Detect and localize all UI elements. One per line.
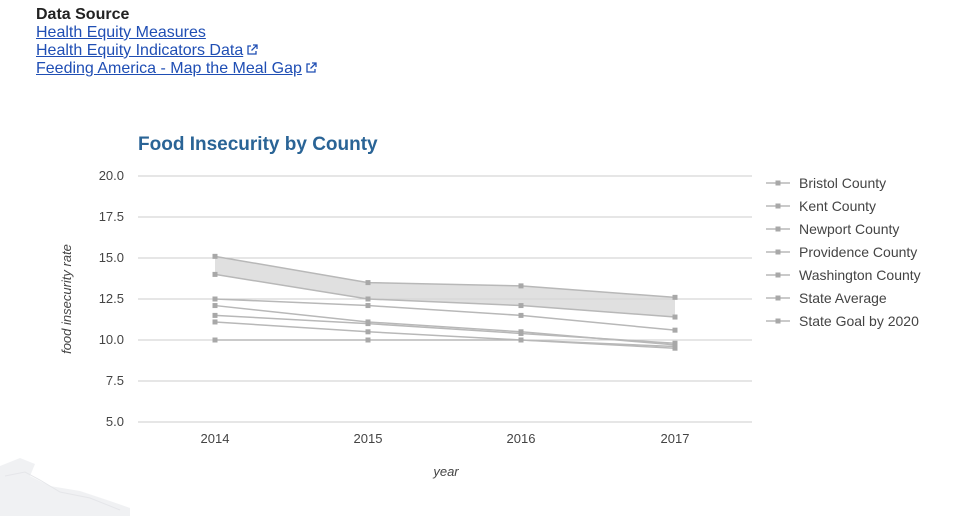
data-point[interactable] <box>212 319 218 325</box>
series-line <box>214 255 676 299</box>
external-link-icon <box>306 62 317 73</box>
data-source-heading: Data Source <box>36 6 130 23</box>
y-tick-label: 15.0 <box>99 250 124 265</box>
legend-swatch-marker <box>775 226 781 232</box>
y-tick-label: 12.5 <box>99 291 124 306</box>
health-equity-indicators-link[interactable]: Health Equity Indicators Data <box>36 42 317 60</box>
data-point[interactable] <box>212 337 218 343</box>
data-point[interactable] <box>518 283 524 289</box>
data-point[interactable] <box>672 344 678 350</box>
data-point[interactable] <box>212 296 218 302</box>
data-point[interactable] <box>365 303 371 309</box>
legend-label: Washington County <box>799 267 921 283</box>
legend-label: Providence County <box>799 244 917 260</box>
series-washington-county[interactable] <box>212 337 678 350</box>
feeding-america-link[interactable]: Feeding America - Map the Meal Gap <box>36 60 317 78</box>
legend-label: Newport County <box>799 221 899 237</box>
x-tick-label: 2015 <box>354 431 383 446</box>
data-point[interactable] <box>365 337 371 343</box>
data-point[interactable] <box>212 271 218 277</box>
x-axis-label: year <box>432 464 459 479</box>
legend-label: Bristol County <box>799 175 886 191</box>
data-point[interactable] <box>365 329 371 335</box>
data-point[interactable] <box>518 312 524 318</box>
legend-swatch-marker <box>775 249 781 255</box>
y-axis-label: food insecurity rate <box>59 244 74 354</box>
legend-swatch-marker <box>775 203 781 209</box>
legend-swatch-marker <box>775 295 781 301</box>
series-line <box>214 321 676 349</box>
series-newport-county[interactable] <box>212 312 678 346</box>
data-point[interactable] <box>212 253 218 259</box>
legend-swatch-marker <box>775 272 781 278</box>
legend-item[interactable]: State Average <box>766 290 887 306</box>
external-link-icon <box>247 44 258 55</box>
chart-title: Food Insecurity by County <box>138 134 378 155</box>
data-point[interactable] <box>518 337 524 343</box>
health-equity-measures-link[interactable]: Health Equity Measures <box>36 24 206 41</box>
legend-item[interactable]: Kent County <box>766 198 876 214</box>
series-line <box>214 298 676 331</box>
y-tick-label: 17.5 <box>99 209 124 224</box>
legend-label: State Goal by 2020 <box>799 313 919 329</box>
legend-item[interactable]: Washington County <box>766 267 921 283</box>
background-texture <box>0 458 130 516</box>
data-point[interactable] <box>518 330 524 336</box>
legend-item[interactable]: Bristol County <box>766 175 886 191</box>
series-state-average[interactable] <box>212 271 678 320</box>
series-line <box>215 339 676 348</box>
y-tick-label: 10.0 <box>99 332 124 347</box>
legend-swatch-marker <box>775 318 781 324</box>
data-source-section: Data Source Health Equity Measures Healt… <box>36 6 317 78</box>
data-point[interactable] <box>365 296 371 302</box>
legend-label: Kent County <box>799 198 876 214</box>
legend-swatch-marker <box>775 180 781 186</box>
series-state-goal-by-2020[interactable] <box>212 296 678 333</box>
data-point[interactable] <box>672 294 678 300</box>
data-point[interactable] <box>212 312 218 318</box>
series-providence-county[interactable] <box>212 253 678 300</box>
legend-label: State Average <box>799 290 887 306</box>
y-tick-label: 20.0 <box>99 168 124 183</box>
y-tick-label: 7.5 <box>106 373 124 388</box>
data-point[interactable] <box>212 303 218 309</box>
series-line <box>214 314 676 345</box>
x-tick-label: 2016 <box>507 431 536 446</box>
range-band <box>215 256 675 318</box>
x-tick-label: 2017 <box>661 431 690 446</box>
series-line <box>214 273 676 318</box>
y-tick-label: 5.0 <box>106 414 124 429</box>
legend-item[interactable]: State Goal by 2020 <box>766 313 919 329</box>
legend-item[interactable]: Providence County <box>766 244 917 260</box>
legend-item[interactable]: Newport County <box>766 221 899 237</box>
x-tick-label: 2014 <box>201 431 230 446</box>
data-point[interactable] <box>672 314 678 320</box>
data-point[interactable] <box>518 303 524 309</box>
data-point[interactable] <box>672 327 678 333</box>
data-point[interactable] <box>365 280 371 286</box>
data-point[interactable] <box>672 340 678 346</box>
data-point[interactable] <box>365 321 371 327</box>
